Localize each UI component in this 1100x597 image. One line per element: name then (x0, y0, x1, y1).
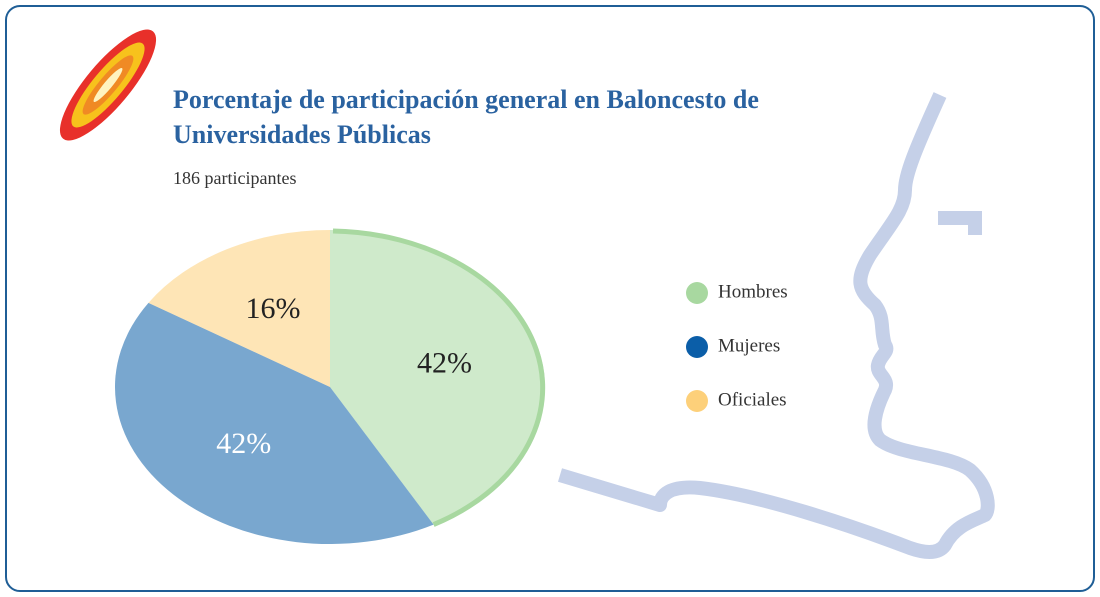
logo (46, 17, 170, 153)
value-label: 16% (246, 292, 301, 325)
legend-label: Hombres (718, 281, 788, 302)
legend-label: Mujeres (718, 335, 780, 356)
face-outline (560, 95, 988, 552)
face-eye (938, 218, 975, 235)
legend-label: Oficiales (718, 389, 787, 410)
chart-subtitle: 186 participantes (173, 168, 296, 189)
value-label: 42% (417, 346, 472, 379)
chart-title: Porcentaje de participación general en B… (173, 82, 873, 152)
page: 42% 42% 16% Hombres Mujeres Oficiales Porcent… (0, 0, 1100, 597)
value-label: 42% (216, 427, 271, 460)
legend-marker (686, 390, 708, 412)
legend-marker (686, 282, 708, 304)
legend-marker (686, 336, 708, 358)
